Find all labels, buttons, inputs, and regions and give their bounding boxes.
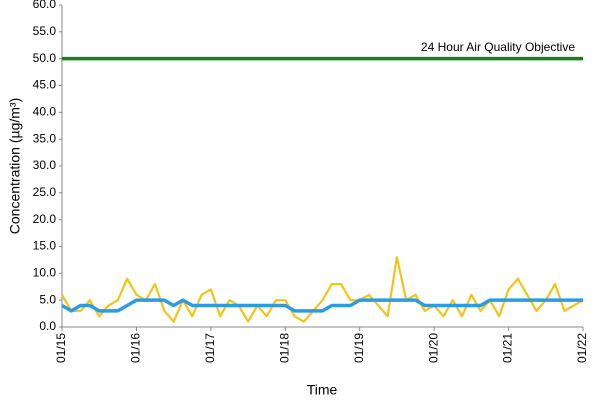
y-tick-label: 10.0 — [33, 266, 57, 280]
objective-label: 24 Hour Air Quality Objective — [421, 40, 575, 54]
y-tick-label: 25.0 — [33, 185, 57, 199]
y-tick-label: 40.0 — [33, 105, 57, 119]
y-tick-label: 20.0 — [33, 212, 57, 226]
y-axis-label: Concentration (µg/m³) — [7, 98, 23, 234]
y-tick-label: 45.0 — [33, 78, 57, 92]
x-tick-label: 01/16 — [129, 333, 143, 363]
y-tick-label: 15.0 — [33, 239, 57, 253]
y-tick-label: 55.0 — [33, 24, 57, 38]
x-tick-label: 01/17 — [203, 333, 217, 363]
y-tick-label: 5.0 — [39, 292, 56, 306]
x-tick-label: 01/20 — [426, 333, 440, 363]
x-tick-label: 01/21 — [501, 333, 515, 363]
y-tick-label: 35.0 — [33, 131, 57, 145]
data-line — [61, 256, 584, 323]
x-tick-label: 01/19 — [352, 333, 366, 363]
data-line — [61, 298, 583, 313]
x-tick-label: 01/22 — [575, 333, 589, 363]
y-tick-label: 0.0 — [39, 319, 56, 333]
y-tick-label: 50.0 — [33, 51, 57, 65]
y-tick-label: 30.0 — [33, 158, 57, 172]
x-tick-label: 01/15 — [54, 333, 68, 363]
x-tick-label: 01/18 — [277, 333, 291, 363]
x-axis-label: Time — [307, 382, 338, 398]
y-tick-label: 60.0 — [33, 0, 57, 11]
